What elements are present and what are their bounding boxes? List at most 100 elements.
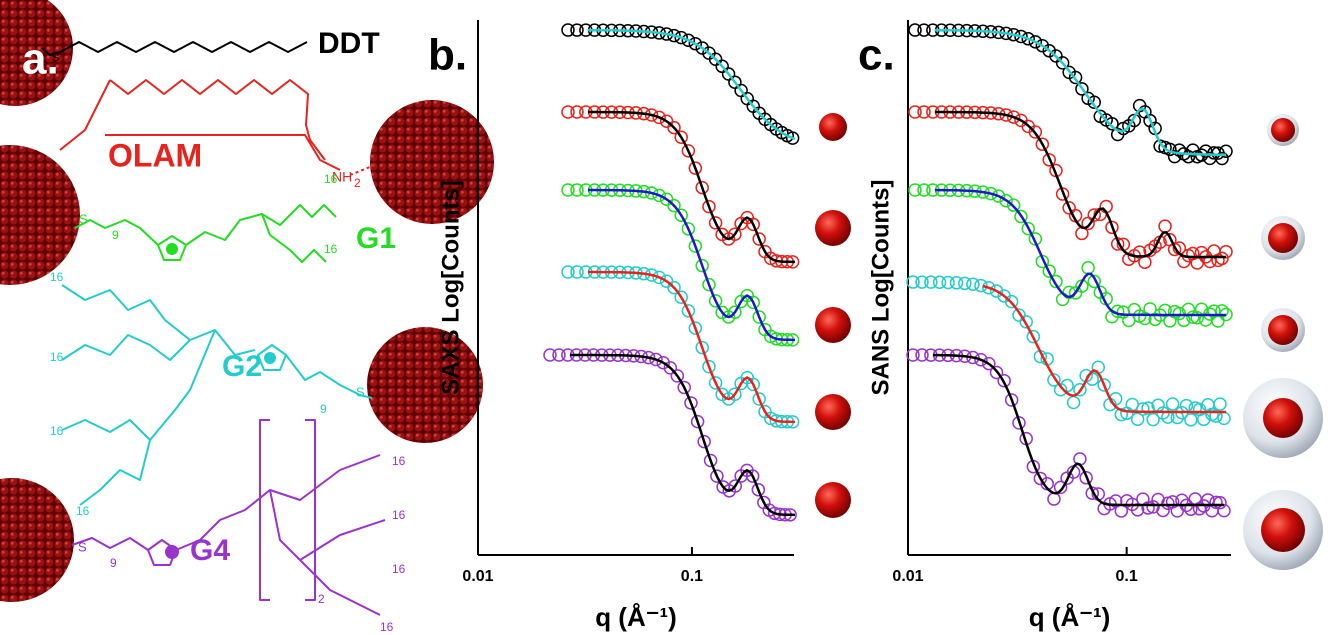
scatter-marker	[1215, 251, 1229, 266]
scatter-marker	[570, 183, 584, 197]
bond	[175, 454, 381, 551]
core	[1263, 398, 1303, 438]
scatter-marker	[1087, 95, 1101, 109]
scatter-marker	[991, 189, 1006, 203]
fit-line	[588, 110, 795, 264]
core	[815, 394, 851, 430]
scatter-marker	[702, 199, 716, 214]
scatter-marker	[1215, 304, 1229, 318]
scatter-marker	[677, 380, 691, 395]
scatter-marker	[1184, 413, 1198, 427]
repeat-subscript: 16	[76, 504, 90, 518]
scatter-marker	[1075, 82, 1089, 96]
scatter-marker	[652, 270, 666, 285]
scatter-marker	[917, 23, 931, 37]
scatter-marker	[1006, 198, 1021, 212]
ligand-label: OLAM	[108, 137, 202, 173]
repeat-subscript: 16	[392, 454, 406, 468]
scatter-marker	[908, 23, 922, 37]
scatter-marker	[1055, 56, 1070, 70]
scatter-marker	[1047, 373, 1061, 387]
repeat-subscript: 16	[324, 172, 338, 186]
scatter-marker	[908, 105, 922, 119]
ligand-label: DDT	[318, 27, 380, 60]
scatter-marker	[974, 352, 988, 367]
scatter-marker	[1028, 35, 1043, 49]
fit-line	[935, 188, 1226, 317]
scatter-marker	[915, 275, 929, 289]
fit-line	[982, 284, 1226, 414]
repeat-subscript: 16	[392, 508, 406, 522]
scatter-marker	[695, 258, 709, 273]
fit-line	[933, 353, 1224, 507]
bracket	[259, 419, 316, 601]
scatter-marker	[667, 280, 681, 295]
scatter-marker	[1087, 208, 1101, 222]
ring	[157, 235, 187, 261]
bond	[59, 79, 111, 151]
x-axis-label: q (Å⁻¹)	[595, 602, 677, 632]
scatter-marker	[1217, 411, 1231, 426]
fit-line	[570, 353, 796, 517]
scatter-marker	[1097, 378, 1111, 392]
scatter-marker	[785, 131, 800, 145]
repeat-subscript: 2	[318, 592, 325, 606]
scatter-marker	[974, 278, 988, 293]
scatter-marker	[695, 41, 709, 55]
repeat-subscript: 9	[110, 556, 117, 570]
core	[1261, 508, 1305, 552]
scatter-marker	[674, 208, 688, 222]
scatter-marker	[702, 359, 716, 374]
scatter-marker	[1021, 221, 1035, 236]
scatter-marker	[695, 340, 709, 355]
scatter-marker	[1172, 143, 1187, 157]
scatter-marker	[684, 396, 698, 410]
scatter-marker	[570, 105, 584, 119]
core	[1268, 223, 1298, 253]
scatter-marker	[1006, 110, 1021, 124]
scatter-marker	[1209, 495, 1223, 510]
ligand-label: G2	[222, 350, 262, 383]
scatter-marker	[1190, 310, 1204, 325]
scatter-marker	[932, 275, 947, 290]
scatter-marker	[752, 232, 766, 246]
scatter-marker	[1209, 409, 1223, 423]
scatter-marker	[989, 284, 1004, 298]
scatter-marker	[681, 33, 696, 48]
scatter-marker	[702, 277, 716, 292]
bond	[71, 537, 149, 551]
scatter-marker	[1087, 274, 1101, 289]
ligand-label: G4	[190, 534, 230, 567]
y-axis-label: SAXS Log[Counts]	[437, 180, 464, 395]
scatter-marker	[1215, 151, 1229, 166]
repeat-subscript: 16	[50, 424, 64, 438]
repeat-subscript: 16	[50, 270, 64, 284]
scatter-marker	[1158, 219, 1172, 233]
scatter-marker	[1108, 494, 1123, 508]
fit-line	[588, 270, 795, 424]
ring-dot	[166, 243, 178, 255]
nanoparticle	[367, 327, 483, 443]
scatter-marker	[688, 321, 703, 335]
scatter-marker	[703, 453, 718, 468]
scatter-marker	[1068, 70, 1083, 85]
scatter-marker	[1127, 113, 1142, 128]
scatter-marker	[674, 30, 688, 45]
scatter-marker	[746, 217, 761, 232]
scatter-marker	[958, 276, 972, 291]
scatter-marker	[667, 28, 681, 43]
scatter-marker	[1138, 255, 1152, 269]
scatter-marker	[752, 392, 766, 406]
x-tick-label: 0.1	[1116, 568, 1138, 585]
panel-label: a.	[22, 35, 59, 84]
nanoparticle	[370, 100, 494, 224]
scatter-marker	[570, 265, 584, 279]
ligand-label: G1	[356, 222, 396, 255]
nanoparticles	[0, 0, 494, 602]
scatter-marker	[997, 373, 1011, 388]
ring	[257, 344, 287, 371]
scatter-marker	[917, 183, 931, 197]
scatter-marker	[1085, 486, 1099, 500]
scatter-marker	[752, 310, 766, 324]
